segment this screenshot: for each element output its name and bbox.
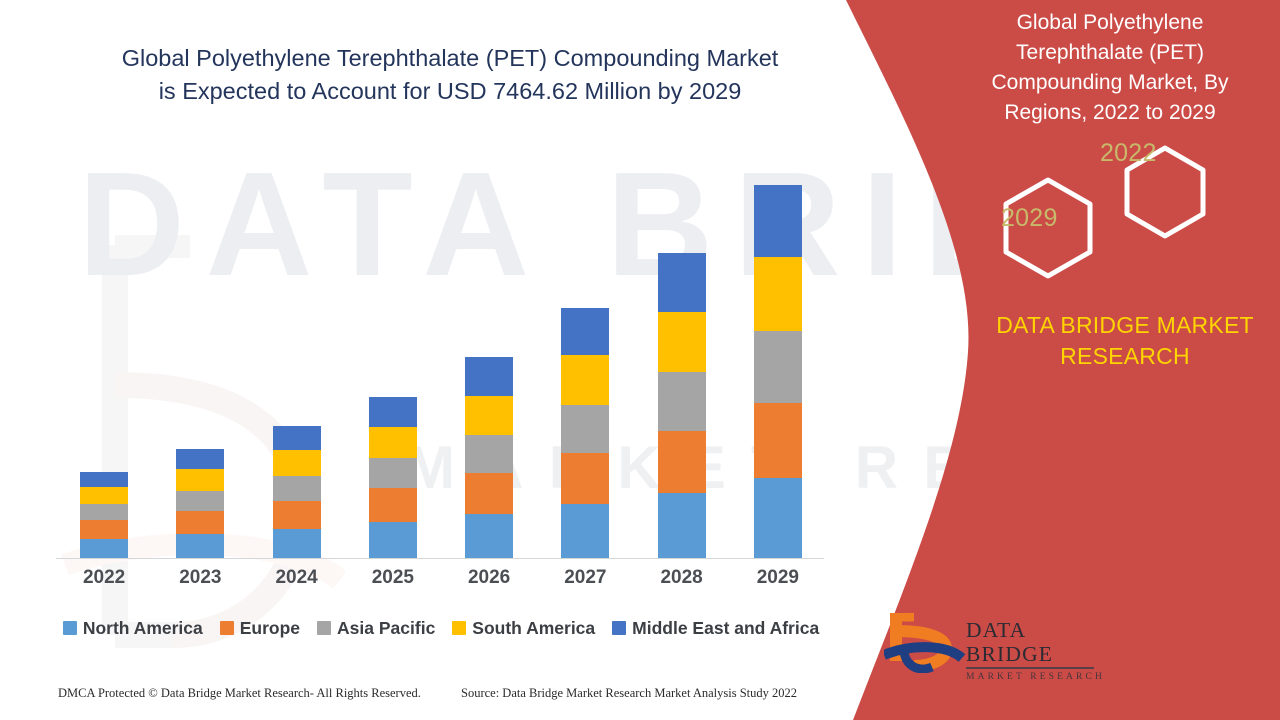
legend-label: North America — [82, 617, 203, 638]
bar-segment — [368, 458, 417, 489]
hex-label-2029: 2029 — [1001, 204, 1058, 232]
bar-segment — [561, 308, 610, 356]
bar-segment — [465, 395, 514, 435]
stacked-bar-2024 — [272, 425, 321, 559]
bar-segment — [753, 478, 802, 559]
bar-segment — [80, 471, 129, 488]
page-title: Global Polyethylene Terephthalate (PET) … — [60, 42, 840, 108]
logo-name-bottom: MARKET RESEARCH — [966, 671, 1105, 682]
legend-swatch-icon — [62, 621, 77, 635]
legend-item[interactable]: Asia Pacific — [317, 618, 435, 639]
panel-title: Global Polyethylene Terephthalate (PET) … — [950, 8, 1270, 128]
legend-item[interactable]: South America — [452, 618, 595, 639]
bar-segment — [368, 488, 417, 523]
legend-label: Middle East and Africa — [632, 617, 820, 638]
footer-copyright: DMCA Protected © Data Bridge Market Rese… — [58, 686, 421, 700]
bar-segment — [272, 500, 321, 529]
bar-segment — [272, 450, 321, 477]
page-title-line-2: is Expected to Account for USD 7464.62 M… — [158, 78, 742, 104]
x-axis-label-2022: 2022 — [82, 567, 126, 588]
stacked-bar-2022 — [80, 471, 129, 559]
legend-swatch-icon — [612, 621, 627, 635]
bar-segment — [368, 426, 417, 459]
data-bridge-logo-icon — [884, 613, 966, 673]
legend-item[interactable]: Middle East and Africa — [612, 618, 819, 639]
stacked-bar-2023 — [176, 449, 225, 559]
bar-segment — [561, 355, 610, 405]
bar-segment — [80, 519, 129, 539]
legend-label: Asia Pacific — [337, 617, 436, 638]
bar-segment — [272, 528, 321, 559]
panel-brand-text: DATA BRIDGE MARKET RESEARCH — [960, 310, 1280, 372]
legend-swatch-icon — [317, 621, 332, 635]
bar-segment — [176, 469, 225, 491]
stacked-bar-2028 — [657, 253, 706, 559]
legend-label: Europe — [239, 617, 301, 638]
x-axis-label-2026: 2026 — [467, 567, 511, 588]
legend-item[interactable]: North America — [62, 617, 203, 639]
x-axis-labels: 2022 2023 2024 2025 2026 2027 2028 2029 — [56, 567, 826, 593]
legend-label: South America — [472, 617, 596, 638]
bar-segment — [272, 476, 321, 501]
x-axis-label-2023: 2023 — [179, 567, 222, 588]
bar-segment — [368, 396, 417, 427]
panel-brand-line-1: DATA BRIDGE MARKET — [996, 312, 1254, 338]
bar-segment — [176, 490, 225, 511]
bar-segment — [80, 504, 129, 520]
panel-title-line-2: Terephthalate (PET) — [1016, 41, 1204, 64]
bar-segment — [561, 452, 610, 505]
logo-wordmark: DATA BRIDGE MARKET RESEARCH — [966, 618, 1116, 683]
bar-segment — [657, 253, 706, 312]
bar-segment — [753, 256, 802, 331]
bar-segment — [272, 425, 321, 451]
hex-label-2022: 2022 — [1100, 139, 1157, 167]
x-axis-label-2029: 2029 — [756, 567, 800, 588]
stacked-bar-2025 — [368, 396, 417, 559]
hexagon-badges: 2022 2029 — [960, 139, 1240, 280]
bar-segment — [753, 403, 802, 479]
bar-segment — [753, 330, 802, 404]
panel-brand-line-2: RESEARCH — [1060, 343, 1190, 369]
bar-segment — [561, 504, 610, 559]
logo-name-top: DATA BRIDGE — [966, 618, 1054, 666]
bar-segment — [80, 487, 129, 505]
hexagon-outline-icon — [1003, 145, 1206, 279]
legend-item[interactable]: Europe — [219, 617, 301, 639]
bar-segment — [753, 185, 802, 257]
bar-segment — [465, 434, 514, 473]
bar-segment — [176, 449, 225, 470]
bar-segment — [176, 510, 225, 535]
x-axis-label-2028: 2028 — [660, 567, 703, 588]
page-title-line-1: Global Polyethylene Terephthalate (PET) … — [121, 45, 779, 71]
bar-segment — [657, 372, 706, 432]
legend-swatch-icon — [452, 621, 467, 635]
bar-segment — [176, 534, 225, 559]
bar-segment — [657, 492, 706, 559]
bar-segment — [80, 538, 129, 559]
chart-legend: North America Europe Asia Pacific South Ame… — [56, 615, 826, 641]
x-axis-label-2025: 2025 — [371, 567, 415, 588]
bar-segment — [465, 357, 514, 396]
bar-segment — [465, 472, 514, 515]
panel-title-line-1: Global Polyethylene — [1016, 11, 1204, 34]
panel-title-line-3: Compounding Market, By — [991, 71, 1229, 94]
bar-segment — [465, 514, 514, 559]
bar-segment — [561, 404, 610, 453]
footer-source: Source: Data Bridge Market Research Mark… — [461, 686, 798, 700]
stacked-bar-2027 — [561, 308, 610, 559]
x-axis-line — [56, 558, 824, 559]
logo-divider — [966, 667, 1094, 669]
bar-segment — [657, 431, 706, 493]
stacked-bar-2029 — [753, 185, 802, 559]
bar-segment — [368, 522, 417, 559]
x-axis-label-2024: 2024 — [275, 567, 318, 588]
stacked-bar-2026 — [465, 357, 514, 559]
legend-swatch-icon — [219, 621, 234, 635]
stacked-bar-chart — [56, 150, 826, 559]
panel-title-line-4: Regions, 2022 to 2029 — [1004, 101, 1216, 124]
bar-segment — [657, 311, 706, 373]
x-axis-label-2027: 2027 — [564, 567, 607, 588]
